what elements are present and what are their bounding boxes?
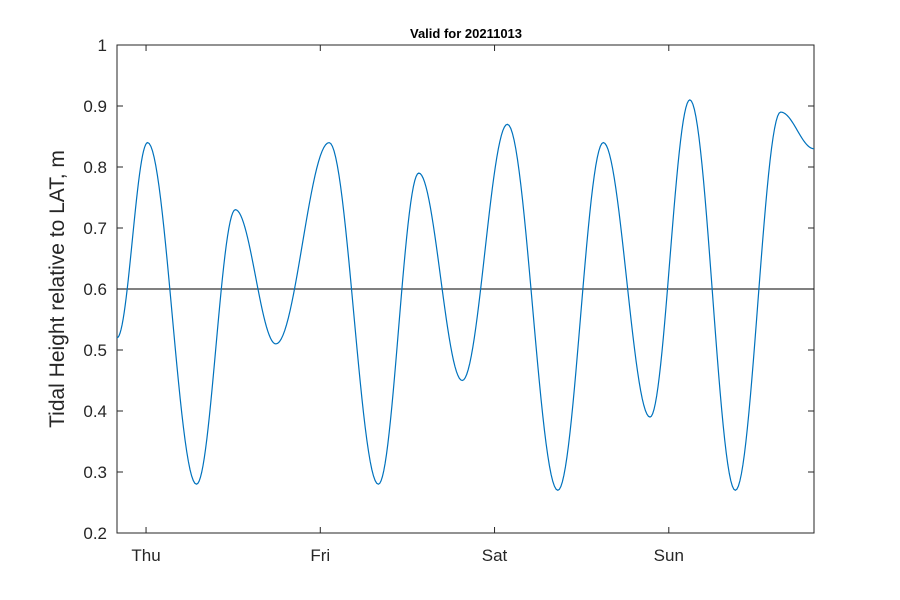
y-tick-label: 0.4 [83, 402, 107, 421]
y-tick-label: 0.6 [83, 280, 107, 299]
y-tick-label: 1 [98, 36, 107, 55]
chart-title: Valid for 20211013 [410, 26, 522, 41]
y-axis-label: Tidal Height relative to LAT, m [46, 150, 69, 428]
y-tick-label: 0.2 [83, 524, 107, 543]
plot-area: 0.2 0.3 0.4 0.5 0.6 0.7 0.8 0.9 1 Thu Fri Sat Sun [83, 36, 815, 565]
y-tick-label: 0.9 [83, 97, 107, 116]
y-tick-label: 0.8 [83, 158, 107, 177]
y-tick-label: 0.5 [83, 341, 107, 360]
tide-series-line [116, 99, 815, 492]
y-tick-label: 0.7 [83, 219, 107, 238]
y-tick-label: 0.3 [83, 463, 107, 482]
x-tick-label: Sun [654, 546, 684, 565]
x-tick-label: Fri [310, 546, 330, 565]
x-tick-label: Sat [482, 546, 508, 565]
x-tick-label: Thu [131, 546, 160, 565]
